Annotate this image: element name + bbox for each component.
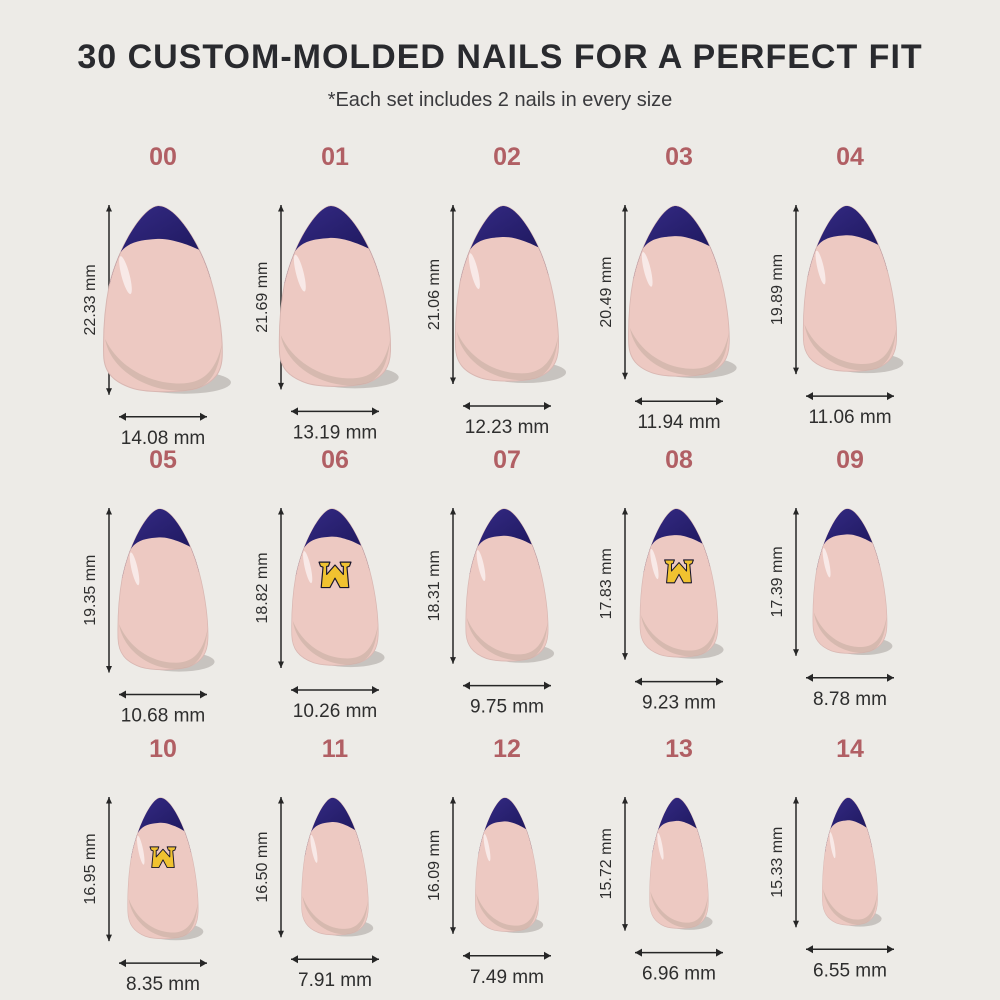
svg-text:20.49 mm: 20.49 mm bbox=[598, 257, 615, 328]
svg-text:17.39 mm: 17.39 mm bbox=[769, 546, 786, 617]
svg-text:6.55 mm: 6.55 mm bbox=[813, 960, 887, 981]
svg-text:11.06 mm: 11.06 mm bbox=[808, 407, 891, 428]
svg-text:22.33 mm: 22.33 mm bbox=[82, 264, 99, 335]
svg-text:12.23 mm: 12.23 mm bbox=[465, 417, 549, 438]
svg-text:18.31 mm: 18.31 mm bbox=[426, 550, 443, 621]
svg-text:16.95 mm: 16.95 mm bbox=[82, 833, 99, 904]
svg-text:13.19 mm: 13.19 mm bbox=[293, 422, 377, 443]
svg-text:19.89 mm: 19.89 mm bbox=[769, 254, 786, 325]
svg-text:8.35 mm: 8.35 mm bbox=[126, 974, 200, 995]
svg-text:19.35 mm: 19.35 mm bbox=[82, 555, 99, 626]
svg-text:10.68 mm: 10.68 mm bbox=[121, 706, 205, 727]
svg-text:17.83 mm: 17.83 mm bbox=[598, 548, 615, 619]
svg-text:8.78 mm: 8.78 mm bbox=[813, 689, 887, 710]
svg-text:11.94 mm: 11.94 mm bbox=[637, 412, 720, 433]
svg-text:6.96 mm: 6.96 mm bbox=[642, 964, 716, 985]
svg-text:21.69 mm: 21.69 mm bbox=[254, 262, 271, 333]
svg-text:16.50 mm: 16.50 mm bbox=[254, 832, 271, 903]
svg-text:7.91 mm: 7.91 mm bbox=[298, 970, 372, 991]
svg-text:18.82 mm: 18.82 mm bbox=[254, 552, 271, 623]
svg-text:7.49 mm: 7.49 mm bbox=[470, 967, 544, 988]
svg-text:10.26 mm: 10.26 mm bbox=[293, 701, 377, 722]
svg-text:9.75 mm: 9.75 mm bbox=[470, 697, 544, 718]
svg-text:9.23 mm: 9.23 mm bbox=[642, 693, 716, 714]
svg-text:15.72 mm: 15.72 mm bbox=[598, 828, 615, 899]
svg-text:16.09 mm: 16.09 mm bbox=[426, 830, 443, 901]
svg-text:21.06 mm: 21.06 mm bbox=[426, 259, 443, 330]
svg-text:15.33 mm: 15.33 mm bbox=[769, 827, 786, 898]
